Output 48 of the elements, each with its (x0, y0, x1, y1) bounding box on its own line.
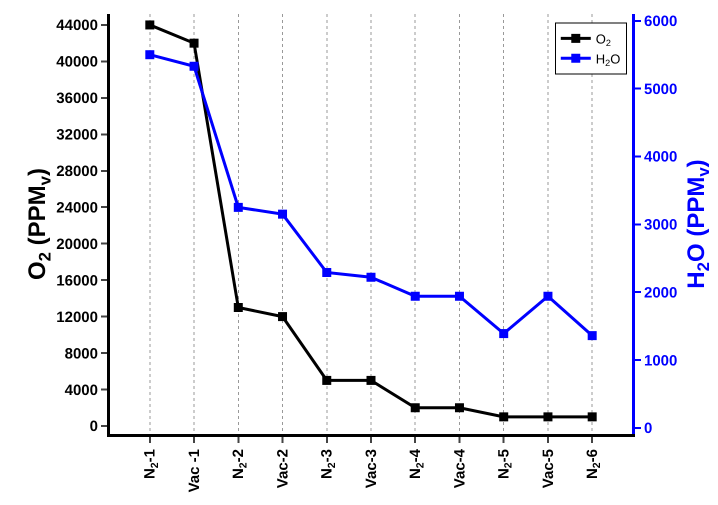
y2-tick-label: 5000 (644, 80, 678, 98)
point (366, 376, 376, 385)
point (145, 20, 154, 30)
y2-tick-label: 1000 (644, 352, 678, 370)
legend-label: H$_{2}$O (596, 51, 620, 68)
y-tick-label: 32000 (56, 126, 98, 144)
point (543, 412, 552, 422)
y-tick-label: 0 (90, 418, 98, 436)
point (366, 272, 376, 282)
x-tick-label: Vac-4 (451, 448, 468, 488)
point (499, 329, 508, 338)
point (322, 268, 332, 278)
y-tick-label: 40000 (56, 54, 98, 71)
point (234, 202, 243, 212)
point (278, 312, 288, 322)
y-tick-label: 16000 (56, 272, 98, 290)
y-tick-label: 20000 (56, 236, 98, 253)
point (145, 50, 154, 60)
x-tick-label: Vac-5 (540, 449, 557, 488)
point (322, 376, 332, 385)
point (410, 292, 420, 301)
point (190, 38, 199, 48)
x-tick-label: Vac -1 (186, 449, 203, 492)
y-tick-label: 8000 (64, 345, 98, 362)
point (234, 302, 243, 312)
y-tick-label: 12000 (56, 308, 98, 326)
point (543, 292, 552, 301)
y-tick-label: 36000 (56, 90, 98, 108)
y2-tick-label: 3000 (644, 216, 678, 234)
point (410, 403, 420, 412)
point (454, 403, 464, 412)
y2-tick-label: 2000 (644, 284, 678, 302)
point (588, 331, 597, 340)
point (499, 412, 508, 422)
x-tick-label: Vac-2 (274, 449, 292, 488)
y-tick-label: 4000 (64, 382, 98, 399)
y2-tick-label: 4000 (644, 148, 678, 166)
point (454, 292, 464, 301)
point (190, 62, 199, 71)
y-tick-label: 44000 (56, 17, 98, 34)
y-tick-label: 28000 (56, 163, 98, 180)
x-tick-label: Vac-3 (362, 449, 380, 488)
legend-label: O$_{2}$ (596, 31, 611, 48)
y2-tick-label: 6000 (644, 13, 678, 30)
point (278, 210, 288, 219)
y2-tick-label: 0 (644, 420, 652, 438)
y-tick-label: 24000 (56, 199, 98, 216)
point (588, 412, 597, 422)
